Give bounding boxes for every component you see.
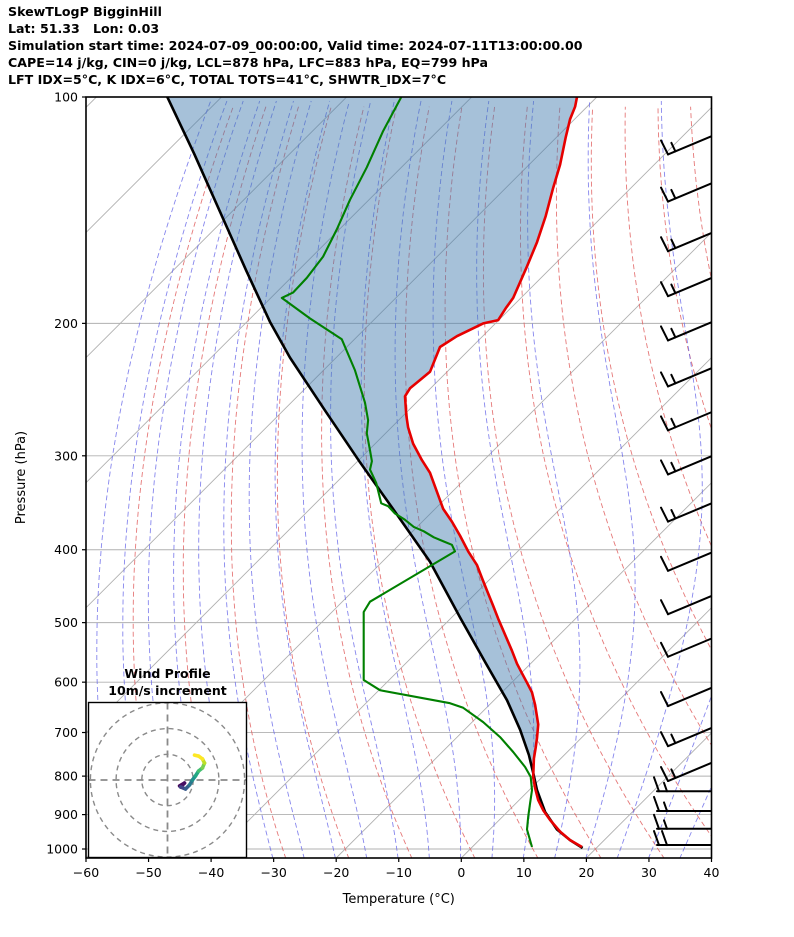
wind-barb — [660, 687, 712, 708]
wind-barb — [660, 277, 712, 298]
x-tick-label: −60 — [73, 865, 99, 880]
y-tick-label: 800 — [54, 769, 78, 784]
dewpoint-curve — [280, 97, 534, 848]
cape-shaded-area — [167, 97, 578, 777]
y-tick-label: 200 — [54, 316, 78, 331]
hodograph-trace-segment — [192, 753, 201, 758]
wind-barb — [660, 762, 712, 783]
wind-barb — [653, 813, 712, 830]
x-tick-label: −30 — [260, 865, 286, 880]
cape-indices-line: CAPE=14 j/kg, CIN=0 j/kg, LCL=878 hPa, L… — [8, 55, 488, 70]
wind-barb — [660, 637, 712, 658]
wind-barb — [660, 502, 712, 523]
x-tick-label: 20 — [578, 865, 594, 880]
x-tick-label: −50 — [135, 865, 161, 880]
x-tick-label: 40 — [704, 865, 720, 880]
x-tick-label: −20 — [323, 865, 349, 880]
y-axis-label: Pressure (hPa) — [14, 431, 29, 524]
hodograph-subtitle: 10m/s increment — [108, 683, 226, 698]
wind-barb — [660, 727, 712, 748]
hodograph-frame — [87, 701, 248, 859]
parcel-profile-curve — [166, 97, 584, 850]
y-tick-label: 600 — [54, 675, 78, 690]
wind-barb — [660, 367, 712, 388]
y-tick-label: 500 — [54, 615, 78, 630]
wind-barb — [660, 455, 712, 476]
hodograph-inset: Wind Profile 10m/s increment — [87, 666, 248, 859]
x-tick-label: −10 — [386, 865, 412, 880]
wind-barb — [653, 795, 712, 812]
wind-barb — [660, 411, 712, 432]
temperature-curve — [403, 97, 583, 849]
wind-barb — [660, 182, 712, 203]
wind-barb — [653, 776, 712, 793]
y-tick-label: 700 — [54, 725, 78, 740]
y-tick-label: 100 — [54, 90, 78, 105]
plot-area — [86, 97, 712, 858]
wind-barb — [660, 321, 712, 342]
figure-title: SkewTLogP BigginHill — [8, 4, 162, 19]
y-tick-label: 300 — [54, 448, 78, 463]
wind-barb — [660, 551, 712, 572]
hodograph-ring — [115, 727, 220, 833]
wind-barbs — [653, 135, 712, 847]
sim-time-line: Simulation start time: 2024-07-09_00:00:… — [8, 38, 583, 53]
wind-barb — [660, 135, 712, 156]
y-tick-label: 900 — [54, 807, 78, 822]
tick-labels: −60 −50 −40 −30 −20 −10 0 10 20 30 40 100 200 300 400 5… — [46, 90, 719, 881]
x-tick-label: 10 — [516, 865, 532, 880]
wind-barb — [660, 232, 712, 253]
x-tick-label: 30 — [641, 865, 657, 880]
y-tick-label: 400 — [54, 542, 78, 557]
x-tick-label: 0 — [457, 865, 465, 880]
location-line: Lat: 51.33 Lon: 0.03 — [8, 21, 160, 36]
wind-barb — [660, 595, 712, 616]
hodograph-title: Wind Profile — [124, 666, 210, 681]
x-axis-label: Temperature (°C) — [342, 892, 455, 907]
stability-indices-line: LFT IDX=5°C, K IDX=6°C, TOTAL TOTS=41°C,… — [8, 72, 447, 87]
x-tick-label: −40 — [198, 865, 224, 880]
axis-ticks — [82, 96, 713, 862]
wind-barb — [653, 830, 712, 847]
y-tick-label: 1000 — [46, 842, 78, 857]
